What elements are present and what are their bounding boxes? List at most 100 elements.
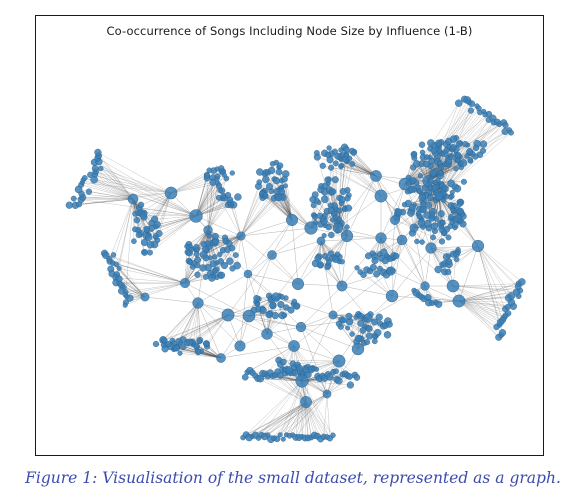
graph-node bbox=[331, 148, 338, 155]
graph-node bbox=[292, 278, 305, 291]
graph-node bbox=[277, 301, 285, 309]
graph-node bbox=[462, 141, 469, 148]
graph-edge bbox=[292, 360, 340, 364]
graph-edge bbox=[301, 380, 351, 386]
graph-node bbox=[335, 320, 342, 327]
graph-node bbox=[328, 164, 335, 171]
graph-edge bbox=[264, 393, 328, 437]
graph-edge bbox=[271, 254, 299, 285]
graph-node bbox=[199, 250, 208, 259]
graph-edge bbox=[84, 177, 197, 217]
graph-node bbox=[209, 260, 217, 268]
graph-edge bbox=[116, 264, 186, 284]
graph-node bbox=[280, 358, 287, 366]
graph-edge bbox=[197, 302, 200, 341]
graph-edge bbox=[300, 314, 334, 328]
graph-edge bbox=[341, 285, 369, 319]
graph-node bbox=[226, 257, 234, 265]
graph-node bbox=[122, 302, 128, 308]
graph-node bbox=[326, 373, 334, 381]
graph-node bbox=[234, 340, 246, 352]
graph-edge bbox=[220, 345, 295, 359]
graph-node bbox=[381, 256, 390, 265]
graph-node bbox=[175, 338, 182, 345]
graph-edge bbox=[109, 261, 146, 298]
graph-node bbox=[336, 280, 348, 292]
graph-edge bbox=[458, 300, 508, 308]
graph-edge bbox=[97, 157, 197, 217]
graph-edge bbox=[240, 186, 259, 237]
graph-edge bbox=[262, 194, 293, 221]
graph-node bbox=[373, 270, 380, 278]
graph-node bbox=[336, 217, 343, 223]
graph-edge bbox=[155, 215, 197, 238]
graph-edge bbox=[170, 178, 208, 194]
graph-edge bbox=[157, 215, 197, 241]
graph-edge bbox=[305, 401, 321, 440]
graph-edge bbox=[257, 378, 307, 403]
graph-node bbox=[419, 149, 426, 156]
graph-edge bbox=[305, 401, 327, 438]
graph-node bbox=[455, 152, 462, 159]
graph-edge bbox=[458, 300, 497, 328]
graph-node bbox=[332, 354, 346, 368]
graph-node bbox=[466, 147, 474, 155]
graph-edge bbox=[452, 285, 521, 291]
graph-edge bbox=[132, 198, 135, 242]
graph-edge bbox=[354, 151, 382, 197]
graph-node bbox=[425, 242, 437, 254]
graph-node bbox=[193, 251, 200, 258]
graph-node bbox=[262, 192, 268, 198]
graph-edge bbox=[380, 195, 432, 249]
graph-edge bbox=[190, 314, 229, 343]
graph-node bbox=[422, 160, 430, 168]
graph-edge bbox=[183, 302, 199, 340]
graph-node bbox=[253, 294, 260, 302]
graph-node bbox=[194, 256, 201, 264]
graph-edge bbox=[458, 300, 506, 310]
graph-edge bbox=[272, 375, 307, 403]
graph-edge bbox=[247, 254, 273, 275]
graph-node bbox=[359, 327, 367, 334]
graph-edge bbox=[452, 283, 519, 287]
graph-node bbox=[455, 99, 463, 107]
graph-edge bbox=[458, 290, 521, 302]
graph-edge bbox=[255, 393, 328, 436]
graph-node bbox=[325, 223, 332, 231]
graph-edge bbox=[195, 175, 208, 217]
graph-node bbox=[312, 214, 318, 221]
graph-edge bbox=[458, 300, 502, 336]
graph-edge bbox=[240, 235, 299, 285]
graph-edge bbox=[199, 314, 229, 342]
graph-edge bbox=[119, 268, 186, 284]
graph-node bbox=[285, 213, 298, 226]
graph-node bbox=[262, 175, 270, 184]
graph-node bbox=[401, 201, 408, 208]
graph-edge bbox=[83, 179, 134, 200]
graph-node bbox=[321, 233, 327, 239]
graph-node bbox=[98, 165, 104, 172]
graph-node bbox=[386, 321, 393, 328]
graph-edge bbox=[146, 215, 197, 237]
graph-node bbox=[213, 266, 220, 273]
graph-node bbox=[65, 201, 73, 209]
graph-node bbox=[141, 248, 149, 256]
graph-edge bbox=[240, 173, 286, 237]
graph-edge bbox=[248, 315, 302, 328]
graph-node bbox=[416, 214, 422, 220]
graph-node bbox=[113, 261, 120, 268]
graph-edge bbox=[458, 245, 479, 302]
graph-edge bbox=[295, 380, 303, 438]
graph-node bbox=[332, 368, 339, 375]
graph-edge bbox=[247, 219, 293, 275]
graph-edge bbox=[239, 273, 249, 347]
graph-node bbox=[353, 374, 361, 381]
graph-edge bbox=[341, 165, 377, 177]
graph-edge bbox=[401, 239, 426, 287]
graph-node bbox=[164, 186, 178, 200]
graph-node bbox=[330, 432, 336, 438]
graph-node bbox=[288, 340, 300, 352]
graph-edge bbox=[125, 282, 186, 303]
graph-edge bbox=[264, 173, 312, 229]
graph-node bbox=[438, 170, 444, 176]
